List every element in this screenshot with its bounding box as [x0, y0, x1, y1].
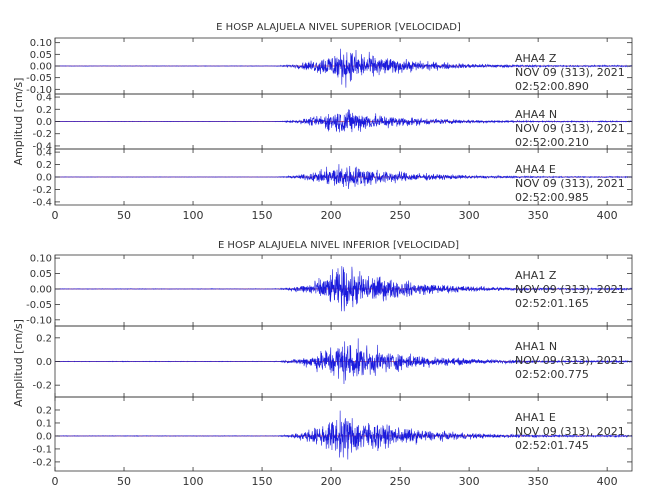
- y-tick-label: -0.2: [32, 129, 52, 140]
- y-tick-label: -0.4: [32, 197, 52, 208]
- time-label: 02:52:01.165: [515, 297, 589, 310]
- date-label: NOV 09 (313), 2021: [515, 425, 625, 438]
- waveform-AHA1-Z: [54, 266, 633, 312]
- chart-title: E HOSP ALAJUELA NIVEL SUPERIOR [VELOCIDA…: [216, 22, 461, 33]
- y-tick-label: 0.10: [30, 254, 52, 265]
- date-label: NOV 09 (313), 2021: [515, 283, 625, 296]
- y-tick-label: 0.00: [30, 62, 52, 73]
- x-tick-label: 200: [321, 209, 342, 222]
- y-tick-label: -0.10: [26, 315, 52, 326]
- y-tick-label: 0.0: [36, 357, 52, 368]
- x-tick-label: 400: [597, 209, 618, 222]
- y-tick-label: 0.00: [30, 284, 52, 295]
- y-tick-label: -0.10: [26, 85, 52, 96]
- y-tick-label: 0.0: [36, 173, 52, 184]
- y-tick-label: 0.2: [36, 160, 52, 171]
- date-label: NOV 09 (313), 2021: [515, 177, 625, 190]
- x-tick-label: 400: [597, 475, 618, 488]
- y-tick-label: 0.05: [30, 50, 52, 61]
- y-tick-label: 0.10: [30, 38, 52, 49]
- panel-frame: [54, 396, 633, 472]
- waveform-AHA4-Z: [54, 48, 633, 88]
- x-tick-label: 300: [459, 475, 480, 488]
- x-tick-label: 150: [252, 209, 273, 222]
- y-tick-label: 0.05: [30, 269, 52, 280]
- x-tick-label: 150: [252, 475, 273, 488]
- y-tick-label: 0.2: [36, 333, 52, 344]
- x-tick-label: 100: [183, 475, 204, 488]
- y-tick-label: 0.0: [36, 431, 52, 442]
- y-tick-label: -0.05: [26, 300, 52, 311]
- station-label: AHA1 Z: [515, 269, 557, 282]
- station-label: AHA1 N: [515, 340, 557, 353]
- chart-title: E HOSP ALAJUELA NIVEL INFERIOR [VELOCIDA…: [218, 240, 459, 251]
- y-axis-label: Amplitud [cm/s]: [12, 78, 25, 166]
- date-label: NOV 09 (313), 2021: [515, 122, 625, 135]
- y-tick-label: -0.1: [32, 444, 52, 455]
- x-tick-label: 100: [183, 209, 204, 222]
- y-tick-label: -0.2: [32, 457, 52, 468]
- x-tick-label: 0: [52, 475, 59, 488]
- time-label: 02:52:01.745: [515, 439, 589, 452]
- x-tick-label: 350: [528, 475, 549, 488]
- y-tick-label: 0.4: [36, 148, 52, 159]
- y-tick-label: -0.2: [32, 185, 52, 196]
- waveform-AHA4-N: [54, 109, 633, 133]
- time-label: 02:52:00.775: [515, 368, 589, 381]
- time-label: 02:52:00.985: [515, 191, 589, 204]
- y-tick-label: 0.2: [36, 105, 52, 116]
- x-tick-label: 250: [390, 475, 411, 488]
- station-label: AHA4 Z: [515, 52, 557, 65]
- chart-group-1: E HOSP ALAJUELA NIVEL SUPERIOR [VELOCIDA…: [12, 22, 633, 222]
- y-tick-label: 0.1: [36, 418, 52, 429]
- time-label: 02:52:00.210: [515, 136, 589, 149]
- y-tick-label: 0.2: [36, 405, 52, 416]
- time-label: 02:52:00.890: [515, 80, 589, 93]
- y-tick-label: 0.4: [36, 93, 52, 104]
- waveform-AHA1-E: [54, 410, 633, 460]
- y-tick-label: -0.05: [26, 73, 52, 84]
- y-tick-label: 0.0: [36, 117, 52, 128]
- x-tick-label: 300: [459, 209, 480, 222]
- y-tick-label: -0.2: [32, 381, 52, 392]
- chart-group-2: E HOSP ALAJUELA NIVEL INFERIOR [VELOCIDA…: [12, 240, 633, 488]
- station-label: AHA4 E: [515, 163, 556, 176]
- x-tick-label: 50: [117, 475, 131, 488]
- y-axis-label: Amplitud [cm/s]: [12, 319, 25, 407]
- x-tick-label: 50: [117, 209, 131, 222]
- x-tick-label: 250: [390, 209, 411, 222]
- station-label: AHA1 E: [515, 411, 556, 424]
- x-tick-label: 350: [528, 209, 549, 222]
- y-tick-label: -0.4: [32, 141, 52, 152]
- waveform-AHA1-N: [54, 338, 633, 384]
- x-tick-label: 0: [52, 209, 59, 222]
- waveform-AHA4-E: [54, 164, 633, 190]
- x-tick-label: 200: [321, 475, 342, 488]
- date-label: NOV 09 (313), 2021: [515, 354, 625, 367]
- date-label: NOV 09 (313), 2021: [515, 66, 625, 79]
- station-label: AHA4 N: [515, 108, 557, 121]
